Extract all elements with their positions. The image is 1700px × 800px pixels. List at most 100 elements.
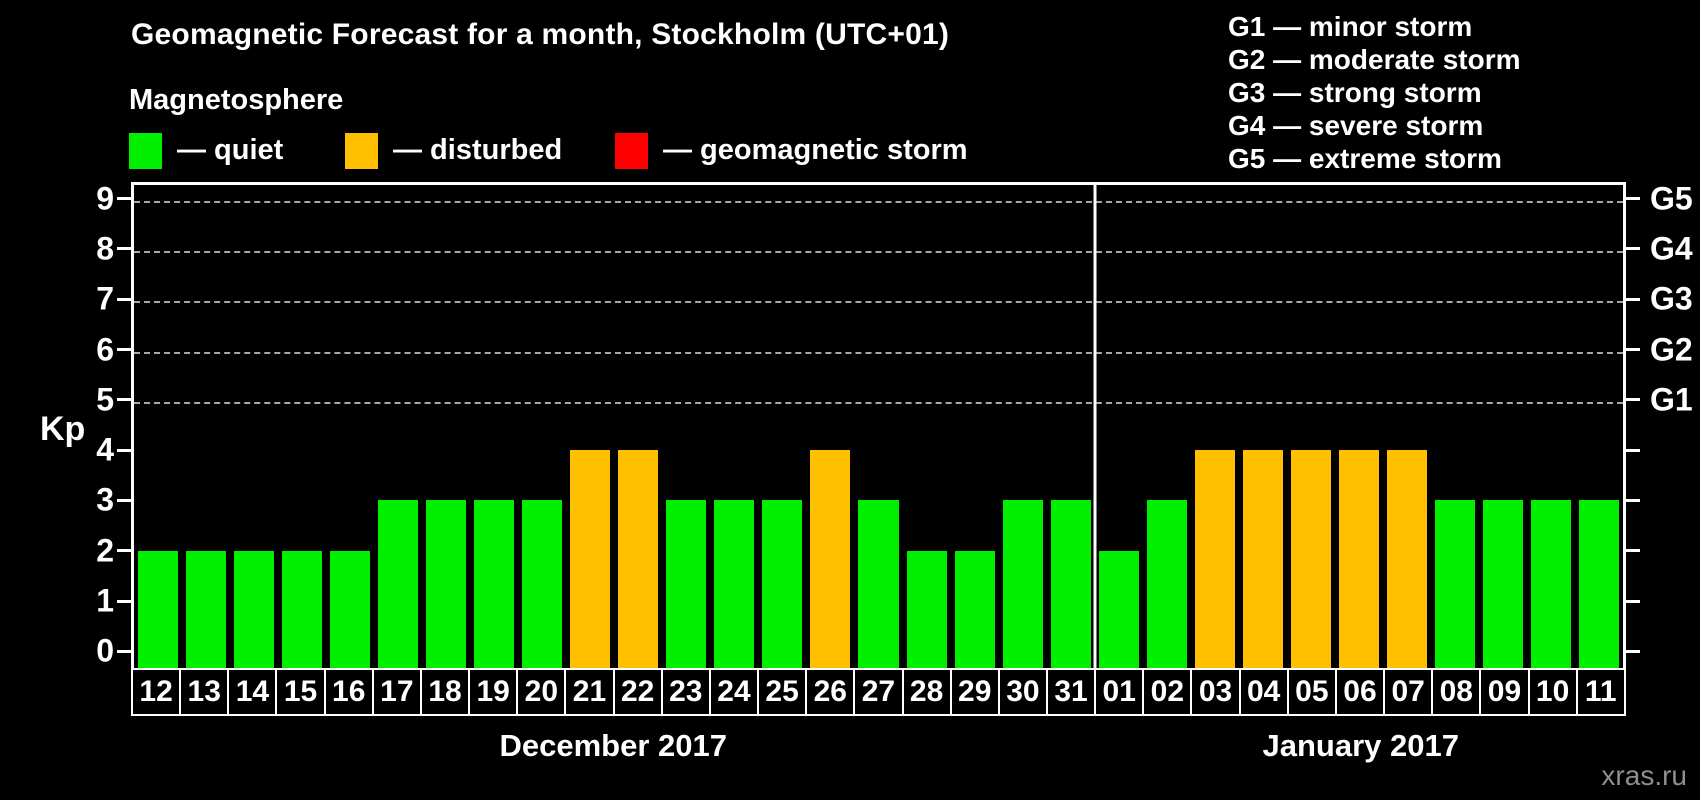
bar-day-22-kp-4 [618, 450, 659, 668]
bar-day-30-kp-3 [1002, 500, 1043, 668]
bar-day-28-kp-2 [906, 550, 947, 668]
ytick-label-5: 5 [96, 381, 114, 418]
g5-legend-line: G5 — extreme storm [1228, 143, 1502, 174]
day-label-10: 10 [1527, 668, 1578, 716]
day-label-13: 13 [179, 668, 230, 716]
month-label-january: January 2017 [1262, 728, 1459, 763]
gridline-kp-6 [134, 351, 1623, 354]
plot-area [131, 182, 1626, 668]
day-label-16: 16 [323, 668, 374, 716]
day-label-23: 23 [660, 668, 711, 716]
tick-left-kp-3 [117, 498, 131, 502]
x-axis-day-row: 12 13 14 15 16 17 18 19 20 21 22 23 24 25 26 27 28 29 30 31… [131, 668, 1626, 716]
g3-legend-line: G3 — strong storm [1228, 77, 1482, 108]
ytick-label-9: 9 [96, 180, 114, 217]
gridline-kp-9 [134, 200, 1623, 203]
bar-day-31-kp-3 [1050, 500, 1091, 668]
day-label-08: 08 [1431, 668, 1482, 716]
bar-day-04-kp-4 [1242, 450, 1283, 668]
tick-left-kp-5 [117, 398, 131, 402]
tick-left-kp-7 [117, 297, 131, 301]
bar-day-16-kp-2 [330, 550, 371, 668]
bar-day-15-kp-2 [282, 550, 323, 668]
storm-color-swatch [615, 132, 648, 169]
day-label-22: 22 [612, 668, 663, 716]
day-label-27: 27 [853, 668, 904, 716]
bar-day-02-kp-3 [1146, 500, 1187, 668]
bar-day-18-kp-3 [426, 500, 467, 668]
bar-day-27-kp-3 [858, 500, 899, 668]
day-label-19: 19 [468, 668, 519, 716]
tick-left-kp-2 [117, 549, 131, 553]
ytick-label-8: 8 [96, 230, 114, 267]
bar-day-24-kp-3 [714, 500, 755, 668]
tick-left-kp-9 [117, 197, 131, 201]
gtick-label-g3: G3 [1650, 280, 1693, 317]
tick-left-kp-0 [117, 649, 131, 653]
gtick-label-g4: G4 [1650, 230, 1693, 267]
tick-right-kp-7 [1626, 297, 1640, 301]
bar-day-29-kp-2 [954, 550, 995, 668]
ytick-label-2: 2 [96, 532, 114, 569]
bar-day-17-kp-3 [378, 500, 419, 668]
bar-day-14-kp-2 [234, 550, 275, 668]
day-label-28: 28 [901, 668, 952, 716]
tick-left-kp-4 [117, 448, 131, 452]
bar-day-07-kp-4 [1386, 450, 1427, 668]
tick-left-kp-6 [117, 348, 131, 352]
bar-day-03-kp-4 [1194, 450, 1235, 668]
day-label-04: 04 [1238, 668, 1289, 716]
day-label-09: 09 [1479, 668, 1530, 716]
ytick-label-0: 0 [96, 632, 114, 669]
chart-title: Geomagnetic Forecast for a month, Stockh… [131, 18, 950, 51]
gtick-label-g1: G1 [1650, 381, 1693, 418]
day-label-12: 12 [131, 668, 182, 716]
day-label-02: 02 [1142, 668, 1193, 716]
bar-day-25-kp-3 [762, 500, 803, 668]
magnetosphere-heading: Magnetosphere [129, 84, 344, 116]
gridline-kp-8 [134, 250, 1623, 253]
quiet-color-swatch [129, 132, 162, 169]
disturbed-color-swatch [345, 132, 378, 169]
ytick-label-6: 6 [96, 331, 114, 368]
bar-day-21-kp-4 [570, 450, 611, 668]
month-separator-line [1093, 185, 1097, 668]
tick-right-kp-8 [1626, 247, 1640, 251]
tick-left-kp-1 [117, 599, 131, 603]
tick-right-kp-0 [1626, 649, 1640, 653]
day-label-18: 18 [419, 668, 471, 716]
g4-legend-line: G4 — severe storm [1228, 110, 1484, 141]
watermark-xras: xras.ru [1601, 760, 1687, 791]
tick-right-kp-5 [1626, 398, 1640, 402]
gtick-label-g5: G5 [1650, 180, 1693, 217]
bar-day-09-kp-3 [1482, 500, 1523, 668]
day-label-07: 07 [1383, 668, 1434, 716]
month-label-december: December 2017 [499, 728, 728, 763]
tick-right-kp-6 [1626, 348, 1640, 352]
ytick-label-4: 4 [96, 431, 114, 468]
day-label-29: 29 [949, 668, 1000, 716]
bar-day-01-kp-2 [1098, 550, 1139, 668]
day-label-03: 03 [1190, 668, 1241, 716]
day-label-11: 11 [1575, 668, 1626, 716]
bar-day-26-kp-4 [810, 450, 851, 668]
g-scale-legend: G1 — minor storm G2 — moderate storm G3 … [1228, 10, 1521, 175]
legend-label-disturbed: — disturbed [393, 134, 563, 166]
tick-left-kp-8 [117, 247, 131, 251]
tick-right-kp-9 [1626, 197, 1640, 201]
day-label-26: 26 [805, 668, 856, 716]
legend-label-quiet: — quiet [177, 134, 284, 166]
day-label-25: 25 [757, 668, 808, 716]
bar-day-23-kp-3 [666, 500, 707, 668]
day-label-24: 24 [708, 668, 760, 716]
ytick-label-3: 3 [96, 481, 114, 518]
ytick-label-7: 7 [96, 280, 114, 317]
y-axis-title-kp: Kp [40, 410, 86, 448]
gtick-label-g2: G2 [1650, 331, 1693, 368]
tick-right-kp-1 [1626, 599, 1640, 603]
tick-right-kp-2 [1626, 549, 1640, 553]
legend-label-geomagnetic-storm: — geomagnetic storm [663, 134, 968, 166]
bar-day-06-kp-4 [1338, 450, 1379, 668]
day-label-21: 21 [564, 668, 615, 716]
day-label-06: 06 [1334, 668, 1386, 716]
